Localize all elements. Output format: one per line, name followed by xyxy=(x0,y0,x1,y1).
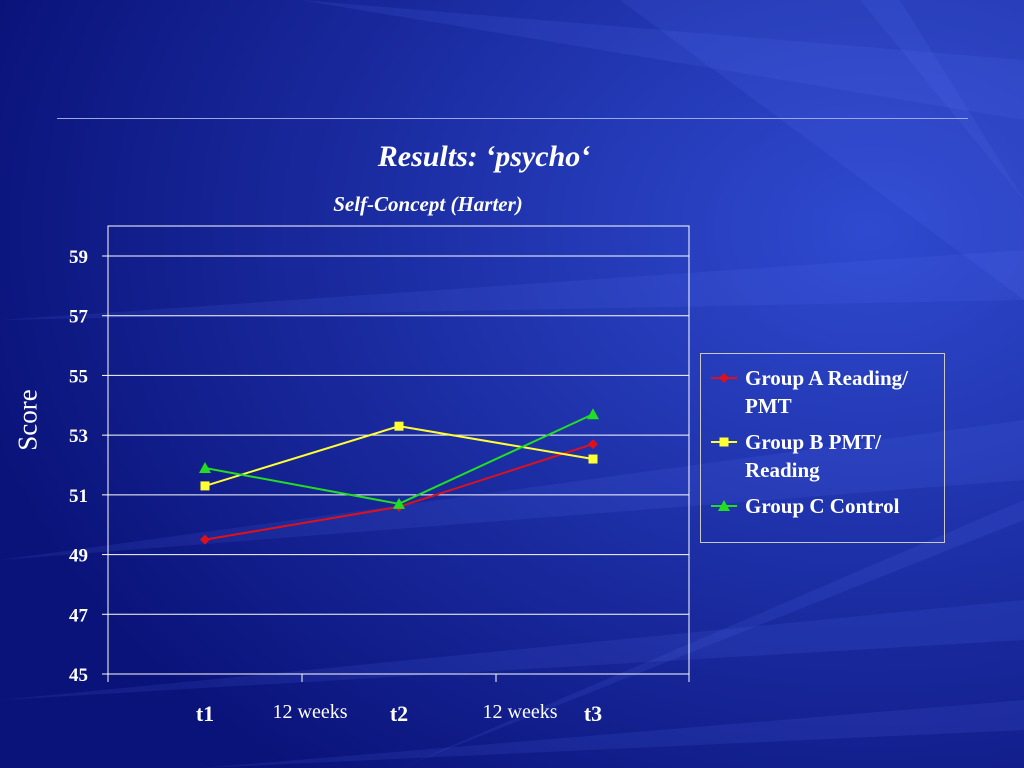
legend-swatch xyxy=(711,500,737,511)
series-line xyxy=(204,443,594,541)
data-point xyxy=(393,497,405,509)
slide-title: Results: ‘psycho‘ xyxy=(377,140,591,173)
legend-label: PMT xyxy=(745,394,792,418)
y-tick-label: 59 xyxy=(69,247,88,268)
x-interval-label: 12 weeks xyxy=(272,701,348,723)
y-tick-label: 45 xyxy=(69,665,88,686)
data-point xyxy=(588,439,598,450)
x-tick-label: t1 xyxy=(195,701,215,726)
legend-marker xyxy=(719,373,729,383)
legend-marker xyxy=(718,500,730,511)
data-point xyxy=(394,421,404,431)
x-tick-label: t3 xyxy=(583,701,603,726)
x-tick-label: t2 xyxy=(389,701,409,726)
legend-label: Group B PMT/ xyxy=(745,430,882,454)
data-point xyxy=(200,534,210,545)
legend-item: Group B PMT/Reading xyxy=(709,428,936,484)
plot-area xyxy=(107,225,690,675)
y-tick-label: 55 xyxy=(69,366,88,387)
y-tick-label: 53 xyxy=(69,426,88,447)
legend-label: Reading xyxy=(745,458,820,482)
y-tick-label: 49 xyxy=(69,546,88,567)
legend-swatch xyxy=(711,437,737,447)
y-tick-label: 51 xyxy=(69,486,88,507)
chart-title: Self-Concept (Harter) xyxy=(333,192,523,216)
chart-legend: Group A Reading/PMT Group B PMT/Reading Gr… xyxy=(700,353,945,543)
data-point xyxy=(200,481,210,491)
legend-item: Group C Control xyxy=(709,492,936,520)
legend-label: Group A Reading/ xyxy=(745,366,908,390)
data-point xyxy=(199,461,211,473)
y-tick-label: 57 xyxy=(69,307,89,328)
legend-item: Group A Reading/PMT xyxy=(709,364,936,420)
legend-swatch xyxy=(711,373,737,383)
x-interval-label: 12 weeks xyxy=(482,701,558,723)
title-divider xyxy=(57,118,968,119)
y-tick-label: 47 xyxy=(69,605,89,626)
legend-label: Group C Control xyxy=(745,494,900,518)
data-point xyxy=(587,408,599,420)
legend-marker xyxy=(719,437,729,447)
data-point xyxy=(588,454,598,464)
